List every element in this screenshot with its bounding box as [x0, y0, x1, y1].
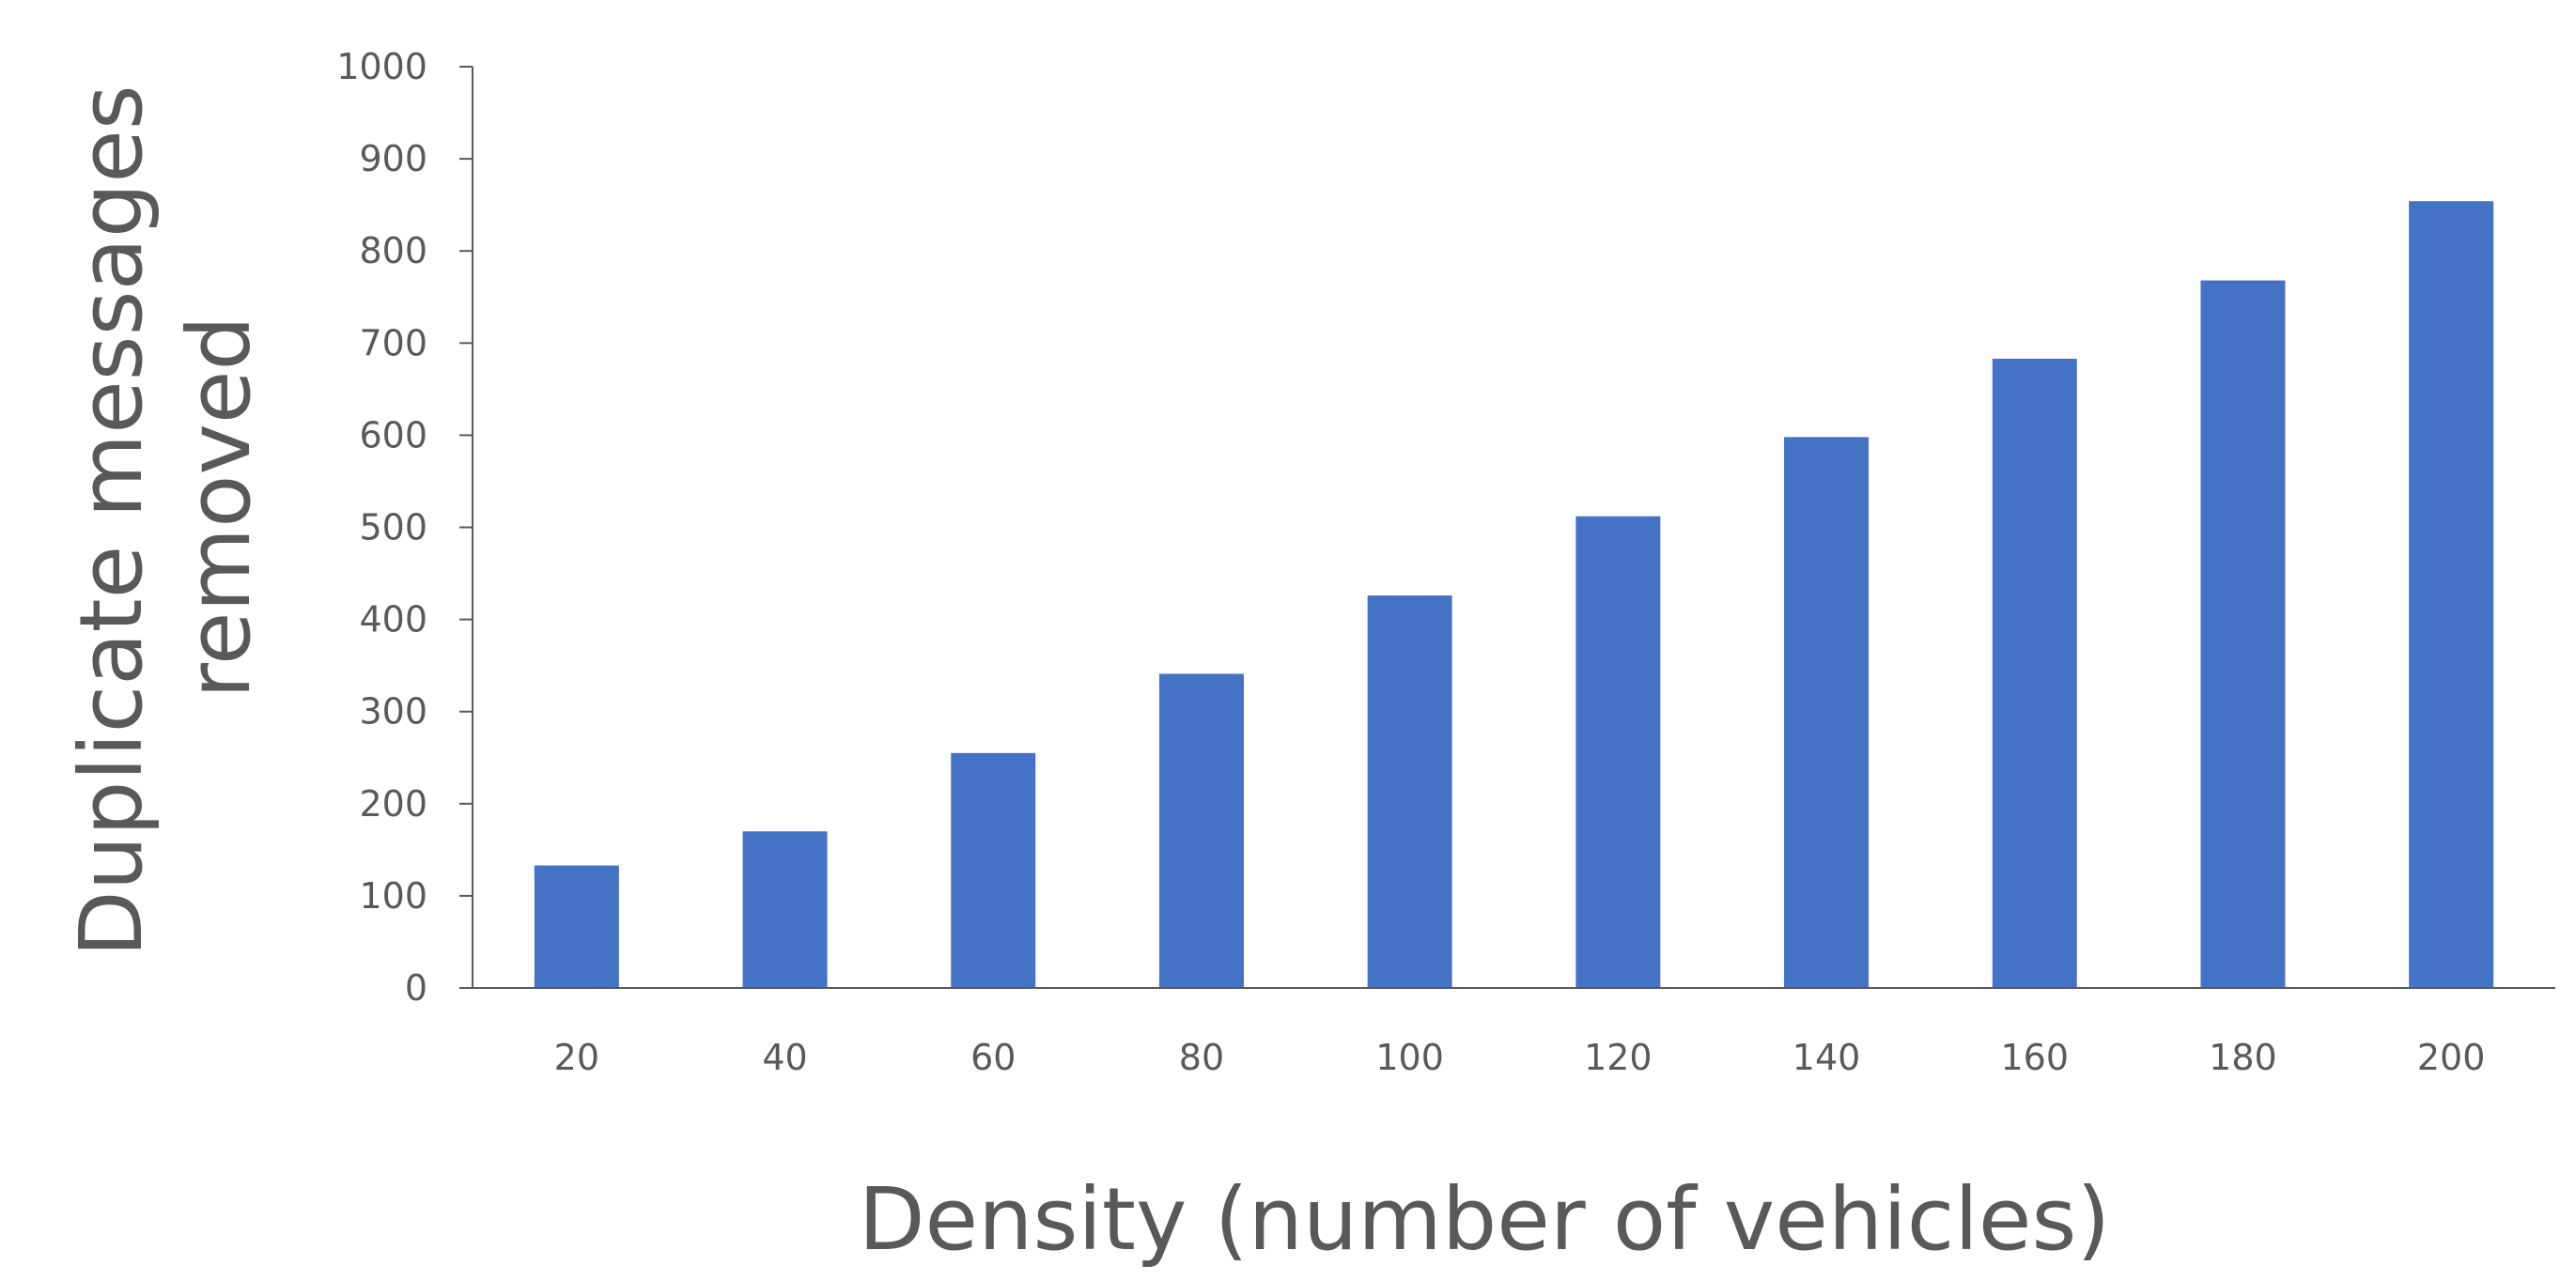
bar-180 [2200, 280, 2286, 988]
y-axis-title: Duplicate messages removed [61, 57, 270, 957]
y-tick-label: 900 [359, 138, 427, 179]
bars [534, 201, 2494, 988]
bar-100 [1367, 595, 1452, 988]
x-tick-label: 60 [970, 1037, 1016, 1078]
y-tick-label: 300 [359, 691, 427, 733]
y-tick-label: 0 [405, 967, 427, 1009]
x-tick-label: 180 [2209, 1037, 2277, 1078]
bar-160 [1992, 358, 2077, 988]
x-tick-label: 20 [554, 1037, 599, 1078]
bar-80 [1158, 673, 1244, 988]
y-tick-label: 1000 [336, 46, 427, 87]
x-tick-label: 40 [762, 1037, 807, 1078]
y-tick-label: 800 [359, 230, 427, 271]
bar-20 [534, 865, 619, 988]
x-tick-label: 160 [2000, 1037, 2069, 1078]
y-tick-label: 500 [359, 507, 427, 548]
y-tick-label: 100 [359, 875, 427, 917]
bar-40 [742, 831, 828, 988]
y-axis-title-line-1: Duplicate messages [61, 85, 162, 957]
y-tick-label: 400 [359, 599, 427, 640]
y-tick-label: 600 [359, 414, 427, 455]
x-tick-label: 200 [2417, 1037, 2486, 1078]
y-tick-label: 200 [359, 783, 427, 825]
x-axis: 20 40 60 80 100 120 140 160 180 200 [473, 987, 2555, 1078]
x-tick-label: 80 [1179, 1037, 1224, 1078]
x-tick-label: 120 [1584, 1037, 1653, 1078]
bar-60 [951, 752, 1036, 988]
x-axis-title: Density (number of vehicles) [859, 1169, 2111, 1270]
y-axis-title-line-2: removed [169, 316, 270, 699]
bar-140 [1784, 437, 1870, 988]
bar-200 [2409, 201, 2494, 988]
x-tick-label: 140 [1792, 1037, 1861, 1078]
bar-120 [1575, 516, 1661, 988]
x-tick-label: 100 [1375, 1037, 1444, 1078]
y-axis: 0 100 200 300 400 500 600 700 800 900 1000 [336, 46, 473, 1009]
y-tick-label: 700 [359, 322, 427, 363]
